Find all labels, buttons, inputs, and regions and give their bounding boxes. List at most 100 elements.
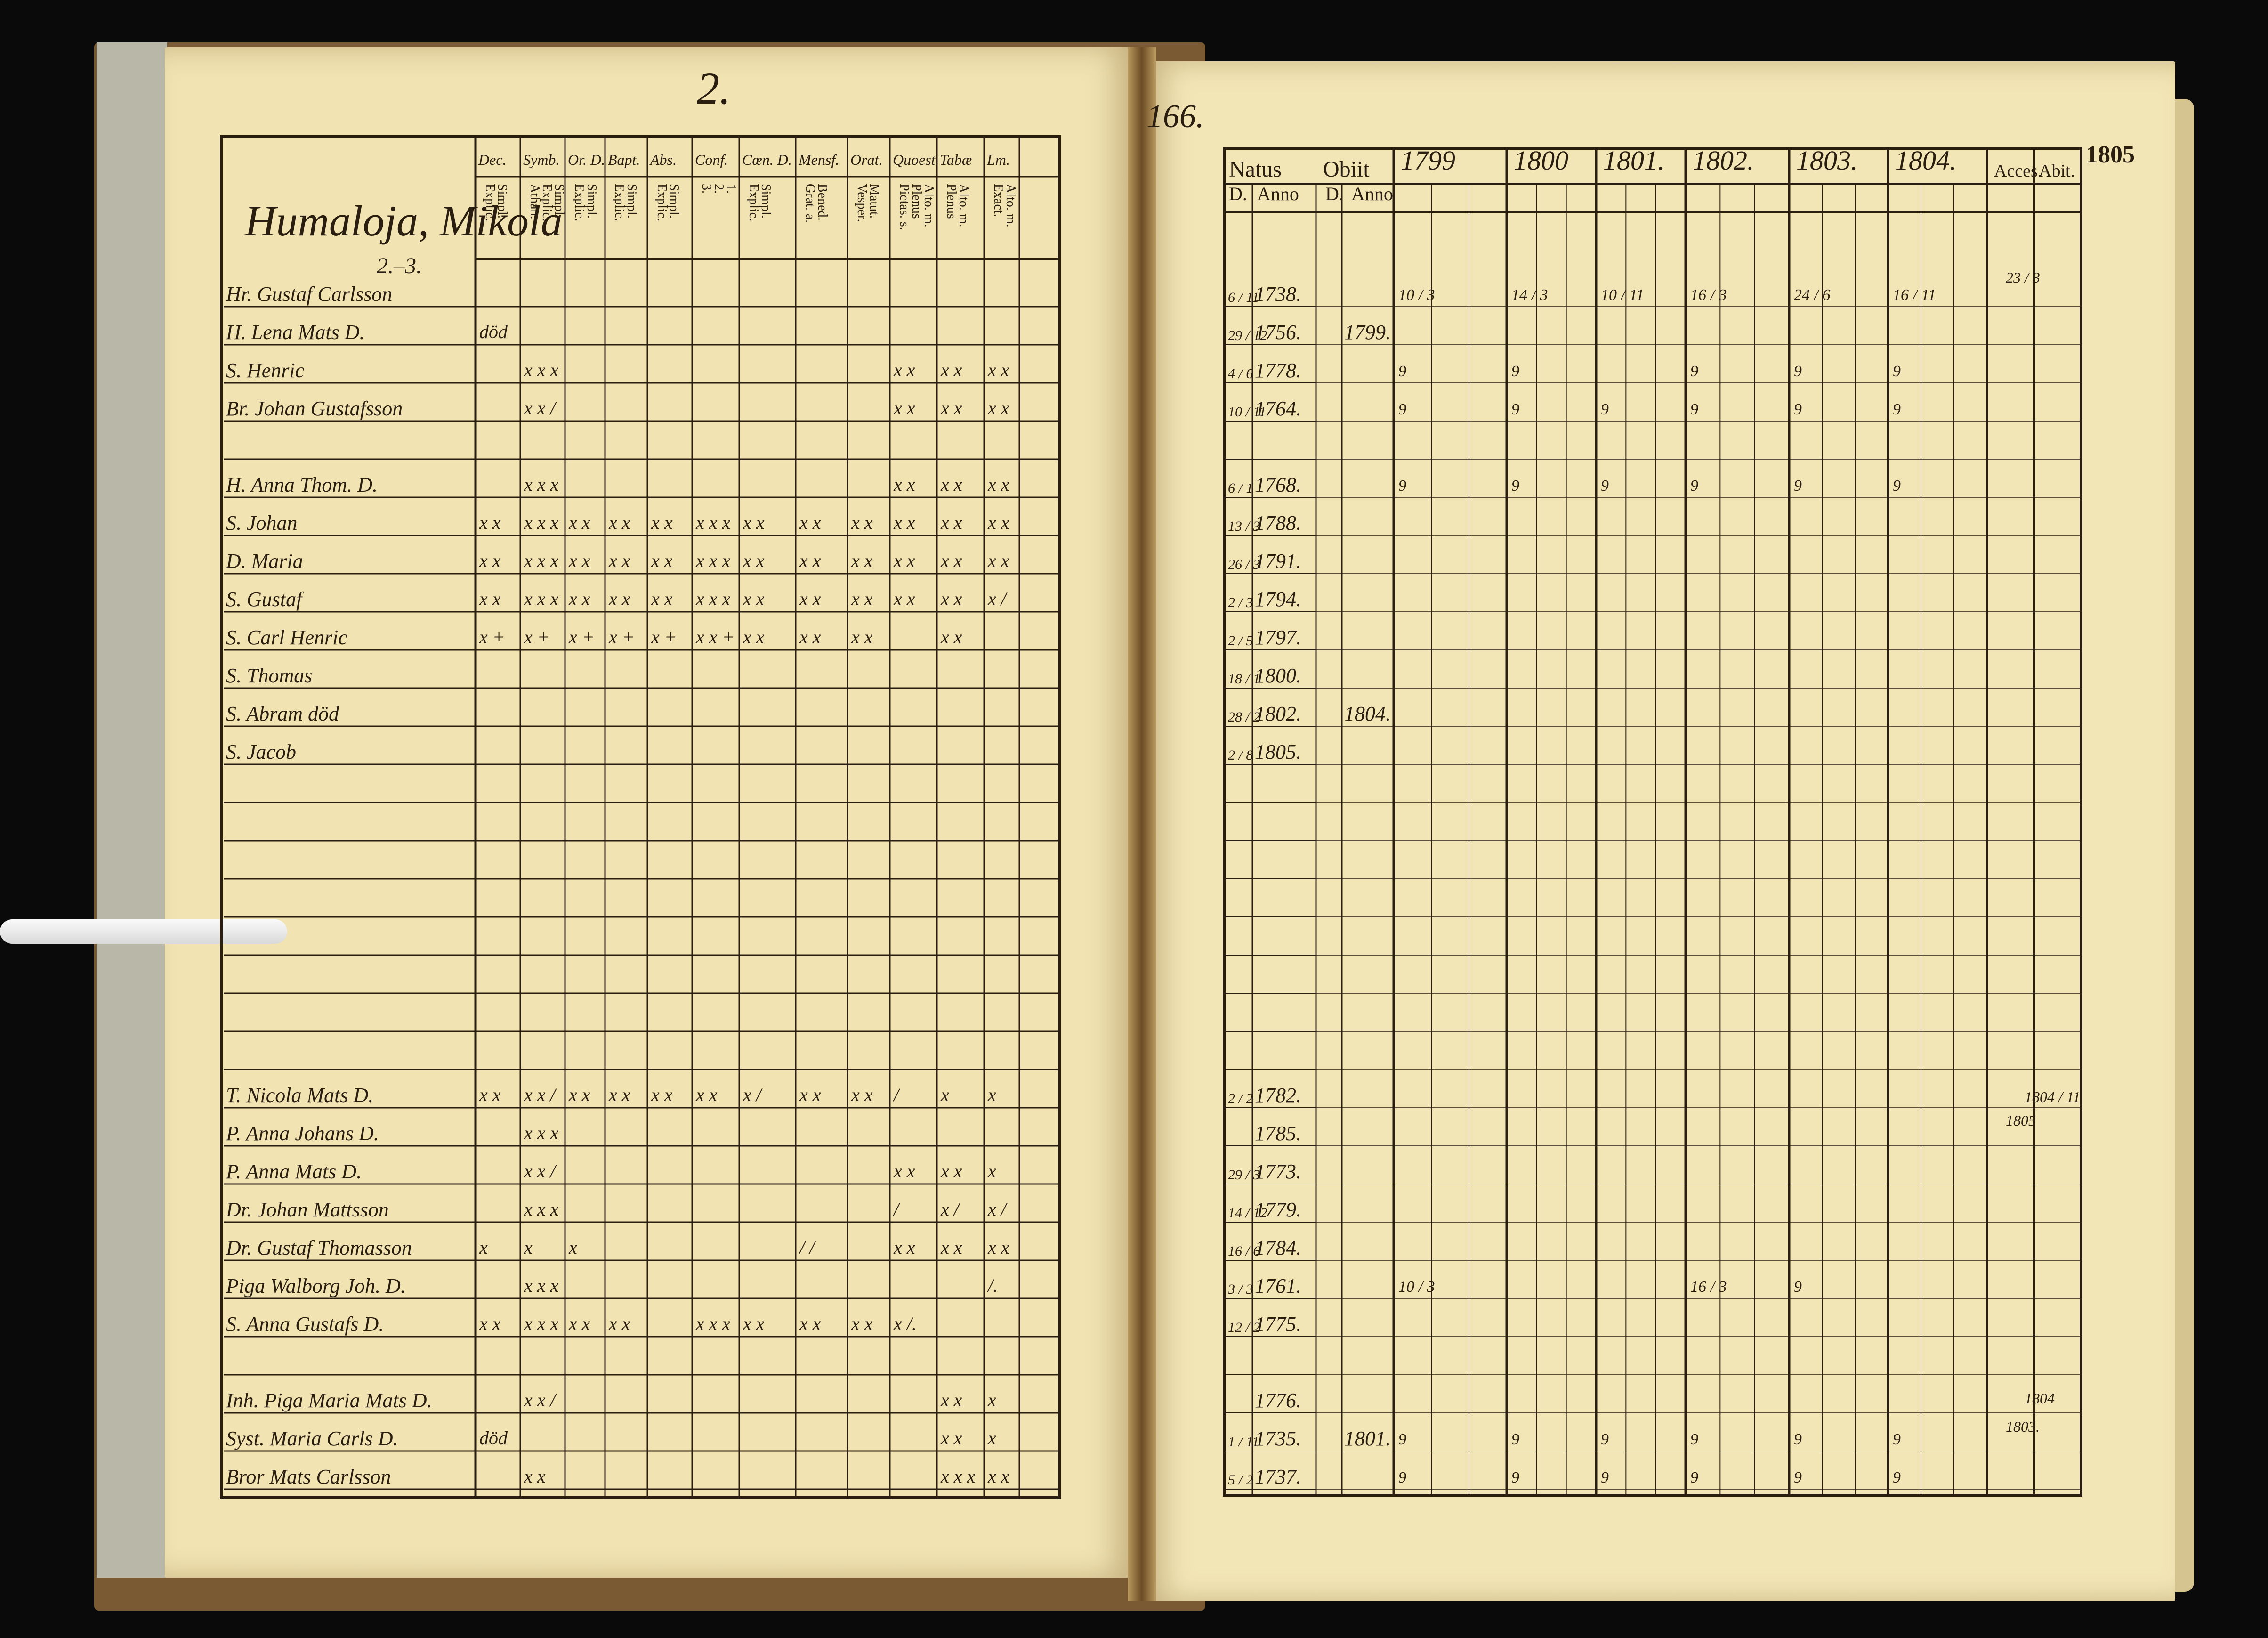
catechism-mark: x x bbox=[987, 359, 1009, 381]
birth-year: 1773. bbox=[1255, 1160, 1301, 1183]
birth-year: 1800. bbox=[1255, 664, 1301, 687]
person-name: D. Maria bbox=[226, 550, 303, 573]
birth-year: 1791. bbox=[1255, 550, 1301, 573]
catechism-mark: x x bbox=[608, 512, 630, 533]
natus-header: Natus bbox=[1229, 157, 1282, 182]
attendance-mark: 9 bbox=[1398, 363, 1406, 380]
attendance-mark: 9 bbox=[1601, 477, 1609, 495]
birth-year: 1797. bbox=[1255, 626, 1301, 649]
birth-day: 5 / 2 bbox=[1228, 1472, 1253, 1488]
catechism-mark: x x bbox=[568, 550, 590, 571]
catechism-mark: x x bbox=[940, 397, 962, 419]
catechism-mark: x x bbox=[608, 588, 630, 609]
catechism-mark: x x x bbox=[524, 1199, 559, 1220]
catechism-mark: / bbox=[893, 1199, 901, 1220]
column-head: Symb. bbox=[523, 151, 559, 168]
catechism-mark: x x bbox=[524, 1466, 546, 1487]
person-name: Dr. Gustaf Thomasson bbox=[226, 1236, 412, 1259]
catechism-mark: x + bbox=[524, 626, 550, 648]
catechism-mark: x x bbox=[743, 512, 765, 533]
catechism-mark: x x x bbox=[695, 1313, 731, 1334]
catechism-mark: /. bbox=[987, 1275, 998, 1296]
attendance-mark: 9 bbox=[1511, 401, 1519, 418]
catechism-mark: x x bbox=[940, 512, 962, 533]
birth-day: 2 / 5 bbox=[1228, 633, 1253, 649]
catechism-mark: x x bbox=[940, 1160, 962, 1182]
birth-year: 1756. bbox=[1255, 321, 1301, 344]
column-subhead: Simpl. bbox=[624, 184, 639, 219]
attendance-mark: 9 bbox=[1690, 1469, 1698, 1486]
catechism-mark: x x bbox=[987, 550, 1009, 571]
catechism-mark: x x bbox=[799, 1084, 821, 1105]
column-subhead: Alto. m. bbox=[921, 184, 936, 227]
column-head: Lm. bbox=[986, 151, 1010, 168]
attendance-mark: 9 bbox=[1794, 1431, 1802, 1448]
catechism-mark: x bbox=[987, 1084, 996, 1105]
birth-year: 1782. bbox=[1255, 1084, 1301, 1107]
column-subhead: Alto. m. bbox=[956, 184, 971, 227]
catechism-mark: x x bbox=[940, 1237, 962, 1258]
catechism-mark: x x + bbox=[695, 626, 735, 648]
catechism-mark: x x / bbox=[524, 1084, 557, 1105]
catechism-mark: x x bbox=[851, 550, 873, 571]
column-subhead: Explic. bbox=[612, 184, 627, 221]
birth-year: 1788. bbox=[1255, 511, 1301, 535]
catechism-mark: x x bbox=[987, 397, 1009, 419]
attendance-mark: 9 bbox=[1511, 1431, 1519, 1448]
column-subhead: Plenus bbox=[944, 184, 959, 219]
attendance-mark: 24 / 6 bbox=[1794, 286, 1830, 304]
death-year: 1804. bbox=[1344, 702, 1391, 725]
person-name: S. Thomas bbox=[226, 664, 312, 687]
column-head: Abs. bbox=[649, 151, 677, 168]
catechism-mark: x x bbox=[851, 1313, 873, 1334]
catechism-mark: x x x bbox=[524, 1275, 559, 1296]
birth-year: 1764. bbox=[1255, 397, 1301, 420]
catechism-mark: x x x bbox=[524, 1122, 559, 1143]
attendance-mark: 9 bbox=[1601, 1469, 1609, 1486]
catechism-mark: x x x bbox=[524, 359, 559, 381]
column-head: Orat. bbox=[850, 151, 882, 168]
obiit-header: Obiit bbox=[1323, 157, 1370, 182]
year-header: 1804. bbox=[1895, 145, 1957, 176]
column-subhead: Simpl. bbox=[759, 184, 773, 219]
abit-header: Abit. bbox=[2039, 161, 2075, 181]
attendance-mark: 16 / 3 bbox=[1690, 286, 1727, 304]
column-head: Cœn. D. bbox=[742, 151, 792, 168]
natus-day-header: D. bbox=[1229, 183, 1247, 204]
person-name: H. Anna Thom. D. bbox=[226, 473, 378, 496]
catechism-mark: x x bbox=[651, 550, 673, 571]
catechism-mark: x x bbox=[893, 588, 915, 609]
catechism-mark: x x bbox=[940, 550, 962, 571]
birth-day: 13 / 3 bbox=[1228, 519, 1260, 534]
attendance-mark: 9 bbox=[1893, 401, 1901, 418]
person-name: S. Jacob bbox=[226, 740, 296, 763]
catechism-mark: x x bbox=[651, 1084, 673, 1105]
birth-day: 2 / 2 bbox=[1228, 1091, 1253, 1106]
catechism-mark: x bbox=[940, 1084, 949, 1105]
column-subhead: Plenus bbox=[909, 184, 924, 219]
person-name: S. Gustaf bbox=[226, 588, 305, 611]
catechism-mark: x + bbox=[651, 626, 677, 648]
catechism-mark: / / bbox=[799, 1237, 816, 1258]
death-year: 1799. bbox=[1344, 321, 1391, 344]
margin-note: 1803. bbox=[2006, 1418, 2040, 1435]
attendance-mark: 9 bbox=[1601, 1431, 1609, 1448]
column-head: Quoest. bbox=[893, 151, 939, 168]
column-subhead: Vesper. bbox=[855, 184, 869, 222]
column-subhead: Simpl. bbox=[552, 184, 566, 219]
catechism-mark: x / bbox=[987, 588, 1008, 609]
catechism-mark: x /. bbox=[893, 1313, 917, 1334]
catechism-mark: x x bbox=[940, 626, 962, 648]
person-name: S. Johan bbox=[226, 511, 298, 535]
column-head: Tabæ bbox=[940, 151, 972, 168]
right-register-table: 166. Natus Obiit D. Anno D. Anno Acces. … bbox=[1146, 98, 2135, 1497]
catechism-mark: x x x bbox=[524, 588, 559, 609]
column-subhead: Explic. bbox=[572, 184, 587, 221]
attendance-mark: 9 bbox=[1511, 1469, 1519, 1486]
attendance-mark: 9 bbox=[1690, 363, 1698, 380]
catechism-mark: x x bbox=[940, 1389, 962, 1411]
column-head: Bapt. bbox=[608, 151, 640, 168]
catechism-mark: x x bbox=[799, 626, 821, 648]
year-header: 1799 bbox=[1401, 145, 1455, 176]
catechism-mark: x x x bbox=[524, 474, 559, 495]
